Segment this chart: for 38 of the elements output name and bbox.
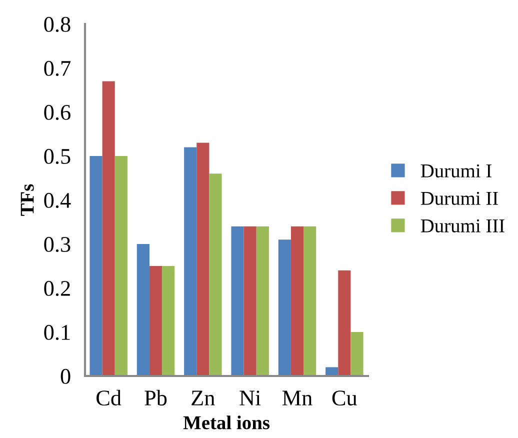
y-tick-label: 0.7 xyxy=(44,60,70,76)
y-tick-label: 0.5 xyxy=(44,148,70,164)
y-tick-label: 0 xyxy=(60,368,70,384)
y-tick-label: 0.8 xyxy=(44,16,70,32)
bar xyxy=(338,270,351,376)
y-axis-title: TFs xyxy=(20,184,34,216)
bar xyxy=(162,266,175,376)
bar xyxy=(149,266,162,376)
y-tick-label: 0.3 xyxy=(44,236,70,252)
bar xyxy=(256,226,269,376)
bar xyxy=(350,332,364,376)
y-tick-label: 0.1 xyxy=(44,324,70,340)
x-tick-label: Zn xyxy=(192,390,215,406)
bar xyxy=(114,156,128,376)
bar xyxy=(231,226,244,376)
x-tick-label: Pb xyxy=(144,390,167,406)
x-tick-label: Cu xyxy=(332,390,358,406)
bar xyxy=(278,240,291,376)
y-tick-label: 0.2 xyxy=(44,280,70,296)
legend-label: Durumi III xyxy=(420,219,504,232)
x-tick-label: Mn xyxy=(282,390,312,406)
bar xyxy=(244,226,256,376)
x-tick-label: Cd xyxy=(96,390,122,406)
bar xyxy=(90,156,102,376)
bar xyxy=(304,226,316,376)
y-tick-label: 0.6 xyxy=(44,104,70,120)
bar xyxy=(196,142,210,376)
legend-label: Durumi I xyxy=(420,164,492,178)
y-tick-label: 0.4 xyxy=(44,192,71,208)
bar xyxy=(136,244,150,376)
bar xyxy=(184,147,197,376)
legend-label: Durumi II xyxy=(420,192,498,205)
x-axis-title: Metal ions xyxy=(183,416,270,430)
bar xyxy=(209,174,222,376)
x-tick-label: Ni xyxy=(240,390,261,406)
bar xyxy=(326,367,338,376)
bar xyxy=(290,226,304,376)
bar xyxy=(102,81,115,376)
